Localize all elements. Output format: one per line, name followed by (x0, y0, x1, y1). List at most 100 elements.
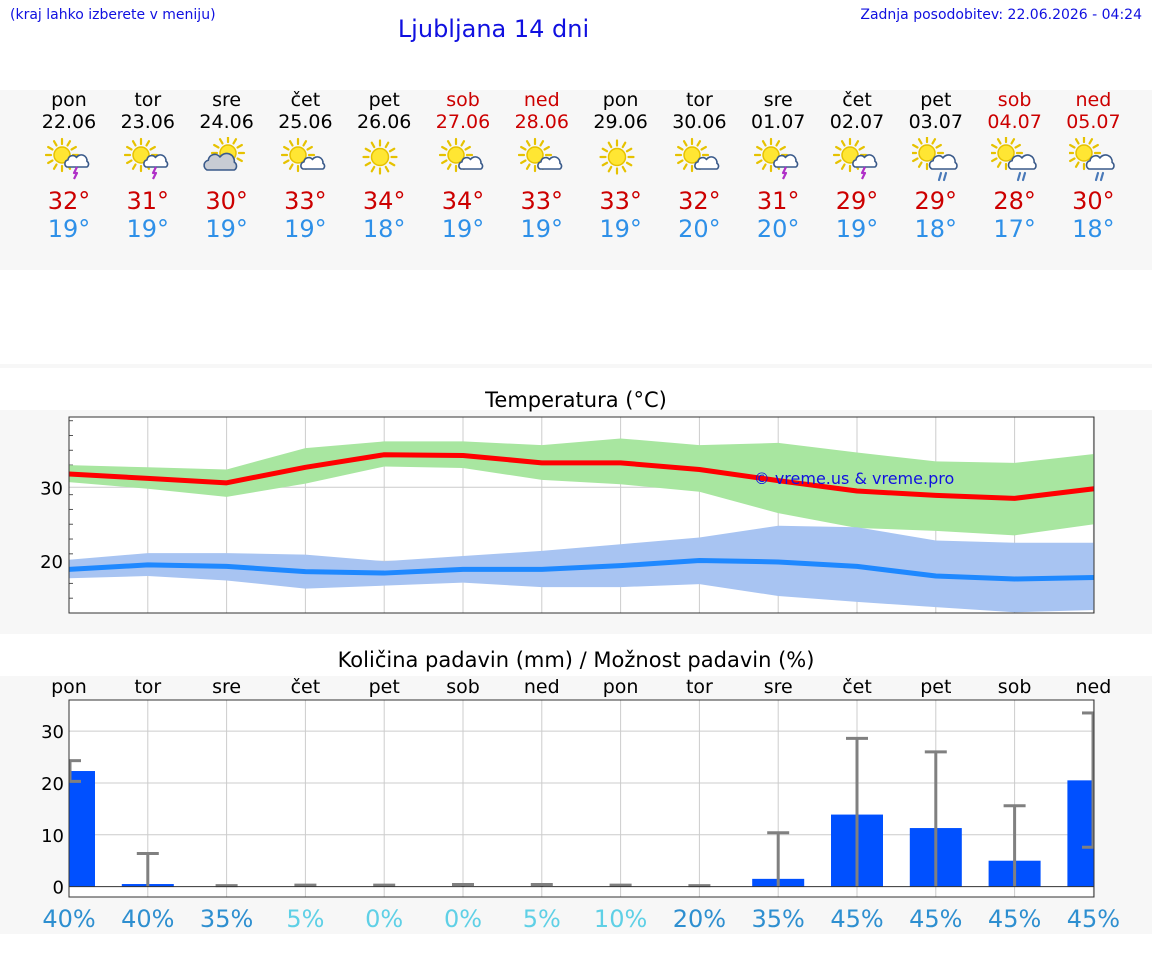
day-name: pet (920, 89, 952, 111)
precip-error-bar (767, 831, 790, 887)
sun-behind-cloud-icon (202, 137, 245, 171)
min-temp: 18° (1072, 215, 1115, 243)
day-column: sre 24.06 30° 19° (187, 89, 267, 243)
y-tick-label: 20 (41, 774, 64, 795)
last-updated: Zadnja posodobitev: 22.06.2026 - 04:24 (860, 7, 1142, 23)
day-column: čet 02.07 29° 19° (817, 89, 897, 243)
min-temp: 20° (756, 215, 800, 243)
min-temp: 19° (205, 215, 248, 243)
max-temp: 28° (993, 187, 1036, 215)
day-date: 30.06 (672, 111, 727, 133)
day-date: 23.06 (120, 111, 175, 133)
day-name: čet (290, 89, 321, 111)
max-temp: 29° (914, 187, 958, 215)
y-tick-label: 20 (40, 552, 63, 573)
day-column: tor 30.06 32° 20° (659, 89, 739, 243)
sun-small-cloud-icon (439, 137, 484, 173)
day-date: 01.07 (750, 111, 806, 133)
max-temp: 29° (835, 187, 879, 215)
min-temp: 20° (678, 215, 721, 243)
day-date: 22.06 (41, 111, 97, 133)
precip-probability: 5% (286, 905, 324, 933)
day-column: ned 28.06 33° 19° (502, 89, 582, 243)
category-label: sre (764, 676, 793, 698)
sun-small-cloud-icon (281, 137, 326, 173)
max-temp: 31° (756, 187, 800, 215)
day-name: sre (763, 89, 793, 111)
day-column: čet 25.06 33° 19° (265, 89, 345, 243)
min-temp: 18° (914, 215, 958, 243)
sun-small-cloud-icon (675, 137, 720, 173)
day-column: pon 22.06 32° 19° (29, 89, 109, 243)
min-temp: 19° (126, 215, 170, 243)
day-name: sob (997, 89, 1032, 111)
max-temp: 30° (1072, 187, 1115, 215)
forecast-band (0, 90, 1152, 270)
max-temp: 33° (284, 187, 327, 215)
sun-small-cloud-icon (517, 137, 563, 173)
day-date: 03.07 (908, 111, 963, 133)
max-temp: 31° (126, 187, 170, 215)
day-name: pet (368, 89, 400, 111)
day-date: 29.06 (593, 111, 648, 133)
category-label: tor (686, 676, 713, 698)
min-temp: 19° (441, 215, 485, 243)
day-name: sre (212, 89, 242, 111)
precip-probability: 5% (523, 905, 561, 933)
y-tick-label: 30 (41, 722, 64, 743)
day-column: pet 03.07 29° 18° (896, 89, 976, 243)
precip-probability: 0% (444, 905, 482, 933)
precip-bar (69, 771, 95, 887)
precipitation-chart-title: Količina padavin (mm) / Možnost padavin … (337, 648, 815, 672)
separator-band (0, 364, 1152, 368)
precip-probability: 45% (830, 905, 883, 933)
day-date: 04.07 (987, 111, 1042, 133)
category-label: pet (920, 676, 951, 698)
category-label: čet (842, 676, 872, 698)
sun-cloud-lightning-icon (45, 137, 90, 180)
min-temp: 17° (993, 215, 1036, 243)
category-label: sre (212, 676, 241, 698)
day-date: 27.06 (435, 111, 491, 133)
day-name: tor (685, 89, 713, 111)
day-name: tor (134, 89, 162, 111)
max-temp: 32° (47, 187, 91, 215)
sun-cloud-lightning-icon (123, 137, 169, 180)
max-temp: 33° (599, 187, 642, 215)
precip-probability: 45% (909, 905, 962, 933)
min-temp-line (68, 557, 1095, 582)
temperature-chart-title: Temperatura (°C) (485, 388, 667, 412)
day-date: 05.07 (1066, 111, 1121, 133)
category-label: pet (369, 676, 400, 698)
location-hint: (kraj lahko izberete v meniju) (10, 7, 216, 23)
precip-probability: 40% (42, 905, 95, 933)
precip-bar (1067, 780, 1094, 887)
day-column: sob 27.06 34° 19° (423, 89, 503, 243)
precipitation-chart: pon tor sre čet pet sob ned pon tor sre čet pet sob n… (41, 676, 1120, 933)
category-label: tor (134, 676, 161, 698)
max-temp: 34° (441, 187, 485, 215)
min-temp: 19° (835, 215, 879, 243)
sun-cloud-lightning-icon (833, 137, 878, 180)
plot-frame (68, 699, 1095, 898)
day-column: ned 05.07 30° 18° (1053, 89, 1133, 243)
day-name: čet (842, 89, 872, 111)
day-name: pon (51, 89, 87, 111)
sun-icon (362, 139, 398, 175)
max-temp: 30° (205, 187, 248, 215)
page-title: Ljubljana 14 dni (397, 15, 590, 43)
day-column: sob 04.07 28° 17° (975, 89, 1055, 243)
precip-probability: 40% (121, 905, 174, 933)
day-date: 24.06 (199, 111, 254, 133)
precip-probability: 0% (365, 905, 403, 933)
day-name: pon (602, 89, 639, 111)
category-label: ned (1076, 676, 1112, 698)
day-date: 02.07 (829, 111, 885, 133)
precip-error-bar (846, 736, 868, 887)
precip-error-bar (68, 759, 81, 783)
precip-error-bar (136, 851, 159, 887)
sun-cloud-rain-icon (1069, 137, 1116, 182)
precip-probability: 10% (594, 905, 647, 933)
min-temp: 19° (520, 215, 564, 243)
max-temp: 33° (520, 187, 564, 215)
